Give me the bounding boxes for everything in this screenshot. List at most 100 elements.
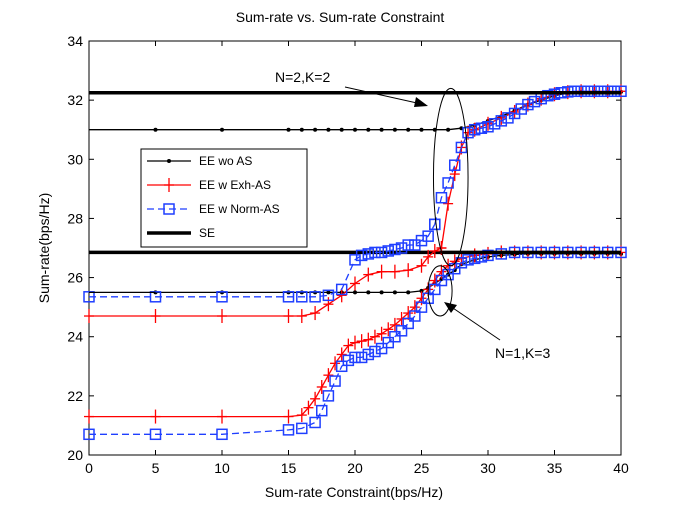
- x-tick-label: 20: [347, 460, 363, 476]
- data-point-square: [435, 274, 448, 287]
- data-point-square: [455, 141, 468, 154]
- data-point-square: [422, 230, 434, 242]
- data-point-square: [402, 239, 414, 251]
- y-tick-label: 26: [67, 270, 83, 286]
- data-point-square: [216, 428, 228, 441]
- series-ee-w-norm-as: [83, 218, 441, 303]
- data-point-square: [216, 291, 228, 303]
- y-axis-label: Sum-rate(bps/Hz): [36, 193, 52, 303]
- data-point-square: [149, 428, 162, 441]
- data-point-square: [442, 268, 454, 281]
- data-point-square: [83, 428, 95, 441]
- data-point-square: [528, 95, 541, 108]
- data-point-square: [296, 291, 308, 303]
- annotation-ellipse: [432, 87, 469, 267]
- legend-label: EE wo AS: [199, 154, 252, 168]
- series-ee-w-norm-as: [83, 246, 627, 441]
- data-point-square: [322, 390, 335, 402]
- data-point-square: [402, 317, 414, 330]
- legend: EE wo AS EE w Exh-AS EE w Norm-AS SE: [140, 148, 308, 248]
- data-point-square: [409, 310, 421, 322]
- data-point-square: [462, 126, 474, 139]
- data-point-square: [389, 330, 401, 343]
- data-point-square: [362, 348, 375, 361]
- data-point-square: [369, 246, 381, 259]
- x-tick-label: 25: [414, 460, 430, 476]
- annotation-arrow: [344, 86, 427, 106]
- data-point-square: [316, 404, 328, 417]
- data-point-dot: [419, 127, 424, 132]
- data-point-square: [362, 248, 375, 260]
- data-point-square: [355, 249, 368, 262]
- data-point-square: [462, 254, 474, 266]
- data-point-dot: [379, 290, 384, 295]
- data-point-square: [329, 375, 341, 387]
- data-point-square: [542, 89, 554, 102]
- x-tick-label: 0: [85, 460, 93, 476]
- data-point-square: [522, 98, 534, 111]
- data-point-square: [389, 243, 401, 256]
- data-point-square: [342, 354, 355, 367]
- legend-label: EE w Norm-AS: [199, 202, 280, 216]
- data-point-square: [442, 177, 454, 189]
- legend-item: EE wo AS: [147, 154, 252, 168]
- annotation-label: N=2,K=2: [275, 69, 330, 85]
- legend-item: EE w Exh-AS: [147, 178, 271, 192]
- data-point-square: [482, 249, 494, 262]
- annotation-arrow: [446, 303, 501, 341]
- data-point-square: [482, 121, 494, 133]
- annotation-label: N=1,K=3: [495, 345, 550, 361]
- legend-item: SE: [147, 226, 215, 240]
- data-point-square: [455, 257, 468, 269]
- chart-title: Sum-rate vs. Sum-rate Constraint: [236, 9, 445, 25]
- legend-item: EE w Norm-AS: [147, 202, 280, 216]
- data-point-dot: [406, 290, 411, 295]
- x-axis-label: Sum-rate Constraint(bps/Hz): [265, 484, 443, 500]
- data-point-square: [322, 289, 335, 302]
- data-point-dot: [406, 127, 411, 132]
- data-point-square: [382, 336, 394, 349]
- x-tick-label: 30: [480, 460, 496, 476]
- y-tick-label: 28: [67, 210, 83, 226]
- data-point-dot: [353, 290, 357, 295]
- data-point-square: [335, 360, 348, 373]
- data-point-dot: [326, 127, 331, 132]
- data-point-square: [429, 283, 441, 296]
- x-tick-label: 5: [152, 460, 160, 476]
- x-tick-label: 35: [547, 460, 563, 476]
- y-tick-label: 32: [67, 92, 83, 108]
- data-point-square: [296, 422, 308, 435]
- data-point-square: [468, 123, 481, 136]
- legend-label: EE w Exh-AS: [199, 178, 271, 192]
- y-tick-label: 20: [67, 447, 83, 463]
- annotations-layer: N=2,K=2 N=1,K=3: [275, 69, 550, 361]
- data-point-square: [375, 246, 388, 259]
- data-point-dot: [392, 290, 397, 295]
- data-point-dot: [366, 127, 371, 132]
- data-point-square: [282, 291, 295, 303]
- y-tick-label: 30: [67, 151, 83, 167]
- annotation-ellipse: [427, 265, 453, 317]
- data-point-dot: [167, 159, 171, 163]
- data-point-square: [435, 191, 448, 204]
- data-point-square: [309, 291, 321, 303]
- data-point-square: [163, 203, 175, 215]
- data-point-square: [355, 351, 368, 364]
- annotation-arrowhead: [414, 97, 428, 107]
- data-point-dot: [286, 127, 291, 132]
- x-tick-label: 15: [281, 460, 297, 476]
- data-point-square: [309, 416, 321, 429]
- legend-box: [140, 148, 308, 248]
- data-point-dot: [339, 127, 344, 132]
- data-point-square: [429, 218, 441, 231]
- data-point-square: [395, 242, 408, 254]
- data-point-dot: [379, 127, 384, 132]
- annotation-arrowhead: [444, 302, 457, 313]
- data-point-dot: [419, 288, 424, 293]
- data-point-dot: [220, 127, 224, 132]
- data-point-square: [369, 345, 381, 358]
- data-point-dot: [353, 127, 357, 132]
- data-point-square: [495, 115, 508, 127]
- data-point-square: [382, 245, 394, 257]
- data-point-dot: [326, 290, 331, 295]
